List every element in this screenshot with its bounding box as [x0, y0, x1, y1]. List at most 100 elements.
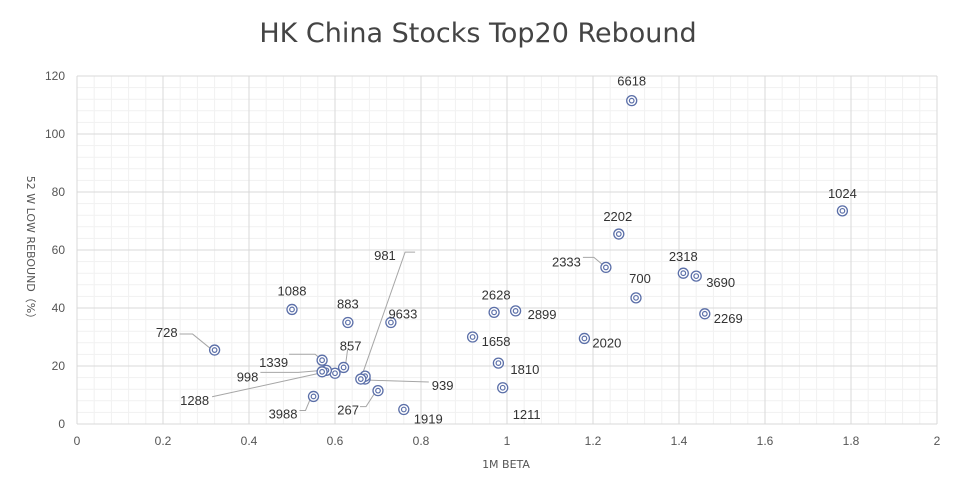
point-label: 728 [156, 325, 178, 340]
point-label: 700 [629, 271, 651, 286]
data-point [398, 403, 410, 416]
data-point-inner [499, 384, 506, 391]
data-point [677, 267, 689, 279]
point-label: 9633 [388, 307, 417, 322]
point-label: 6618 [617, 74, 646, 89]
data-point-inner [839, 207, 846, 214]
data-point [630, 292, 642, 304]
point-label: 857 [340, 338, 362, 353]
data-point-inner [633, 294, 639, 301]
x-tick-label: 0.8 [413, 434, 430, 448]
data-point [488, 306, 500, 319]
point-label: 2202 [603, 209, 632, 224]
x-axis-title: 1M BETA [482, 458, 530, 471]
point-labels: 6618 1024 2202 2318 3690 2333 700 2269 2020 2628 2… [156, 74, 857, 427]
data-point [208, 344, 221, 356]
data-point-inner [603, 264, 609, 271]
point-label: 2269 [714, 311, 743, 326]
data-point [690, 270, 702, 282]
data-point [372, 384, 384, 397]
point-label: 3690 [706, 275, 735, 290]
data-point-inner [491, 309, 498, 316]
y-tick-label: 20 [52, 359, 66, 373]
data-point-inner [388, 319, 394, 326]
x-tick-label: 1 [504, 434, 511, 448]
point-label: 2333 [552, 254, 581, 269]
leader-line [211, 371, 323, 398]
data-point [600, 261, 612, 274]
data-point [699, 308, 711, 320]
data-point [307, 390, 320, 403]
point-label: 2628 [482, 287, 511, 302]
x-tick-label: 2 [934, 434, 941, 448]
data-point [626, 95, 638, 107]
y-tick-label: 100 [45, 127, 65, 141]
data-point [355, 373, 367, 385]
data-points [208, 95, 849, 416]
data-point-inner [345, 319, 351, 326]
point-label: 998 [237, 369, 259, 384]
point-label: 939 [432, 378, 454, 393]
data-point-inner [701, 310, 708, 317]
data-point [466, 331, 479, 343]
point-label: 3988 [269, 406, 298, 421]
y-tick-label: 0 [58, 417, 65, 431]
data-point-inner [469, 334, 476, 340]
point-label: 267 [337, 403, 359, 418]
data-point-inner [310, 393, 317, 400]
point-label: 1658 [482, 334, 511, 349]
data-point-inner [628, 97, 635, 104]
point-label: 2020 [592, 335, 621, 350]
data-point [316, 354, 328, 366]
x-tick-label: 0.2 [155, 434, 172, 448]
data-point [613, 228, 625, 240]
data-point-inner [512, 308, 519, 314]
data-point [578, 332, 591, 345]
data-point [497, 382, 509, 394]
data-point-inner [693, 273, 700, 280]
x-tick-label: 1.8 [843, 434, 860, 448]
point-label: 883 [337, 297, 359, 312]
y-axis-title: 52 W LOW REBOUND（%） [24, 176, 37, 324]
data-point-inner [357, 376, 364, 382]
point-label: 1288 [180, 393, 209, 408]
point-label: 1024 [828, 186, 857, 201]
leader-line [360, 378, 429, 383]
point-label: 1088 [278, 283, 307, 298]
data-point-inner [211, 347, 218, 353]
data-point-inner [615, 231, 622, 237]
data-point [342, 316, 354, 329]
data-point-inner [375, 387, 381, 394]
point-label: 2318 [669, 249, 698, 264]
data-point-inner [680, 270, 687, 277]
point-label: 2899 [528, 307, 557, 322]
y-tick-label: 80 [52, 185, 66, 199]
x-tick-label: 1.4 [671, 434, 688, 448]
x-tick-label: 0.6 [327, 434, 344, 448]
y-tick-label: 40 [52, 301, 66, 315]
x-tick-label: 1.2 [585, 434, 602, 448]
data-point-inner [289, 306, 295, 313]
x-tick-label: 0 [74, 434, 81, 448]
data-point [316, 366, 328, 378]
y-tick-label: 120 [45, 69, 65, 83]
data-point-inner [319, 368, 326, 375]
data-point [385, 316, 397, 329]
data-point-inner [495, 360, 502, 367]
y-tick-label: 60 [52, 243, 66, 257]
point-label: 1810 [510, 362, 539, 377]
data-point-inner [581, 335, 588, 342]
data-point [836, 205, 849, 217]
data-point-inner [319, 357, 326, 364]
major-gridlines [76, 75, 938, 425]
data-point-inner [332, 370, 338, 377]
axis-ticks: 0 0.2 0.4 0.6 0.8 1 1.2 1.4 1.6 1.8 20204060801001… [45, 69, 941, 448]
x-tick-label: 0.4 [241, 434, 258, 448]
data-point-inner [340, 364, 347, 371]
data-point [337, 361, 350, 374]
point-label: 981 [374, 248, 396, 263]
point-label: 1919 [414, 412, 443, 427]
x-tick-label: 1.6 [757, 434, 774, 448]
data-point [509, 305, 522, 317]
